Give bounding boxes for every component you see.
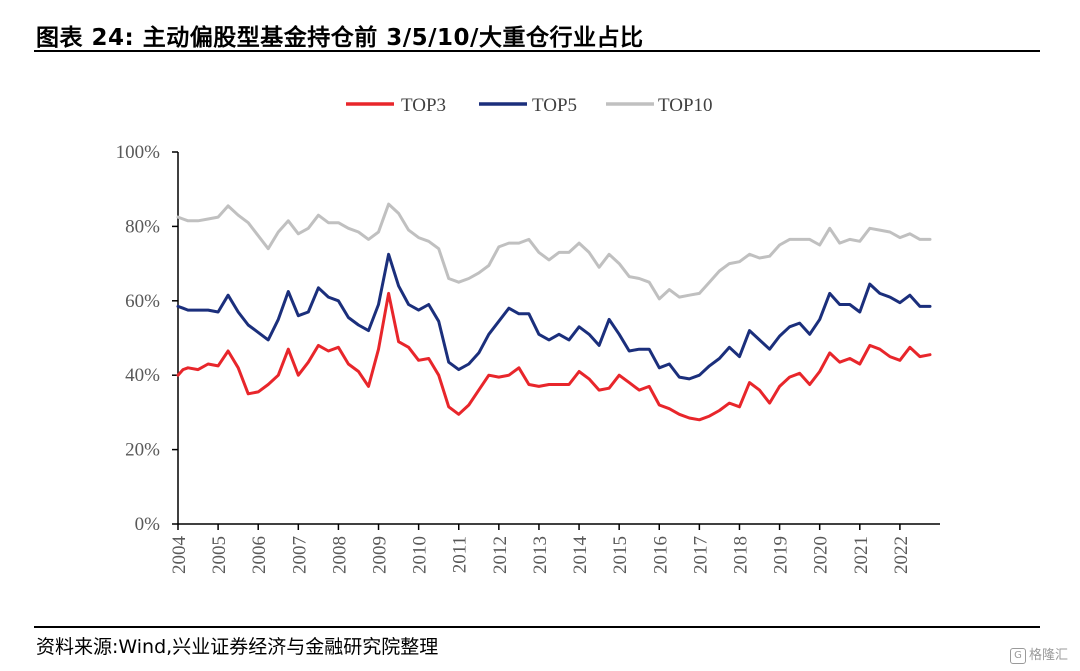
x-tick-label: 2009 [370,536,391,574]
legend-label-top10: TOP10 [658,95,713,116]
x-tick-label: 2017 [690,536,711,574]
x-tick-label: 2021 [851,536,872,574]
y-tick-label: 80% [125,216,160,237]
title-divider [34,50,1040,52]
series-line-top10 [176,202,932,301]
x-tick-label: 2022 [891,536,912,574]
x-tick-label: 2007 [289,536,310,574]
x-tick-label: 2014 [570,536,591,575]
watermark-text: 格隆汇 [1028,648,1068,663]
x-tick-label: 2020 [811,536,832,574]
y-tick-label: 60% [125,291,160,312]
x-axis: 2004 2005 2006 2007 2008 2009 2010 2011 2012 2013… [169,523,940,575]
watermark-logo-icon: G [1009,647,1026,664]
y-tick-label: 20% [125,440,160,461]
x-tick-label: 2010 [410,536,431,574]
source-note: 资料来源:Wind,兴业证券经济与金融研究院整理 [36,636,439,658]
y-tick-label: 0% [135,514,161,535]
x-tick-label: 2018 [730,536,751,574]
line-chart: TOP3 TOP5 TOP10 0%20%40%60%80%100% 2004 200… [116,95,940,575]
x-tick-label: 2019 [771,536,792,574]
x-tick-label: 2011 [450,536,471,573]
y-tick-label: 40% [125,365,160,386]
x-tick-label: 2008 [329,536,350,574]
x-tick-label: 2015 [610,536,631,574]
y-axis: 0% 20% 40% 60% 80% 100% [116,142,179,535]
chart-legend: TOP3 TOP5 TOP10 [346,95,713,116]
chart-series [176,202,932,422]
legend-label-top3: TOP3 [401,95,446,116]
watermark: G 格隆汇 [1009,644,1068,664]
x-tick-label: 2013 [530,536,551,574]
x-tick-label: 2012 [490,536,511,574]
x-tick-label: 2006 [249,536,270,574]
y-tick-label: 100% [116,142,161,163]
x-tick-label: 2005 [209,536,230,574]
footer-divider [34,626,1040,628]
figure-title: 图表 24: 主动偏股型基金持仓前 3/5/10/大重仓行业占比 [36,25,644,51]
series-line-top5 [176,252,932,381]
legend-label-top5: TOP5 [532,95,577,116]
x-tick-label: 2004 [169,536,190,575]
x-tick-label: 2016 [650,536,671,574]
series-line-top3 [176,291,932,422]
